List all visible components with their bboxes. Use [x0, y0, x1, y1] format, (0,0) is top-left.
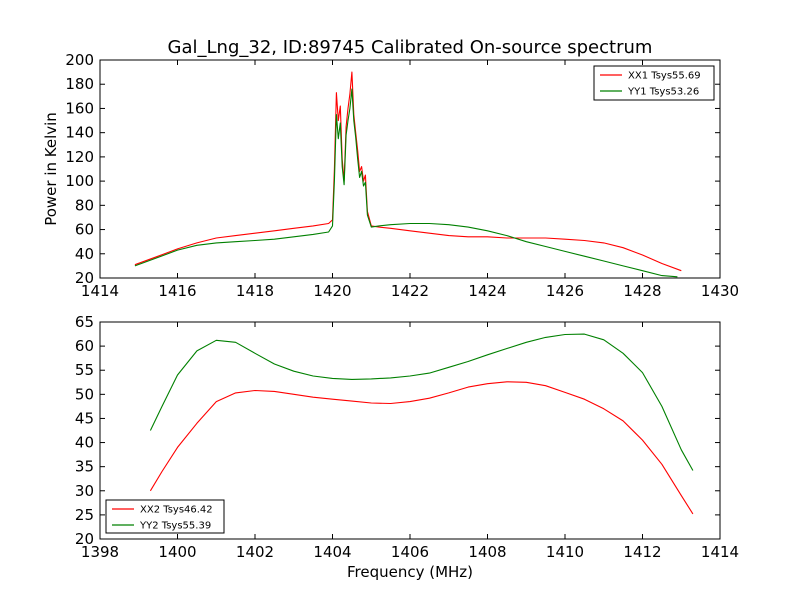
legend-label: XX2 Tsys46.42	[140, 505, 213, 516]
legend: XX2 Tsys46.42 YY2 Tsys55.39	[105, 499, 225, 534]
y-tick-label: 40	[75, 245, 94, 263]
x-tick-label: 1418	[236, 282, 274, 300]
y-tick-label: 20	[75, 530, 94, 548]
x-tick-label: 1422	[391, 282, 429, 300]
x-axis-label-bottom: Frequency (MHz)	[347, 563, 473, 581]
x-tick-label: 1420	[313, 282, 351, 300]
y-tick-label: 120	[65, 148, 94, 166]
x-tick-label: 1426	[546, 282, 584, 300]
legend-box	[593, 65, 715, 101]
y-axis-label-top: Power in Kelvin	[42, 112, 60, 226]
x-tick-label: 1400	[158, 543, 196, 561]
x-tick-label: 1424	[468, 282, 506, 300]
x-tick-label: 1404	[313, 543, 351, 561]
series-line-2	[149, 333, 694, 471]
series-line-1	[149, 381, 694, 515]
plot-area-bottom: 1398 1400 1402 1404 1406 1408 1410 1412 1414 20 25…	[75, 313, 739, 561]
x-tick-label: 1430	[701, 282, 739, 300]
y-tick-label: 25	[75, 506, 94, 524]
x-tick-label: 1408	[468, 543, 506, 561]
x-tick-label: 1414	[701, 543, 739, 561]
x-tick-label: 1428	[623, 282, 661, 300]
y-tick-label: 65	[75, 313, 94, 331]
y-tick-label: 100	[65, 172, 94, 190]
y-tick-label: 180	[65, 75, 94, 93]
x-tick-label: 1398	[81, 543, 119, 561]
x-tick-label: 1402	[236, 543, 274, 561]
x-tick-label: 1406	[391, 543, 429, 561]
x-tick-label: 1414	[81, 282, 119, 300]
legend-box	[105, 499, 225, 534]
series-line-1	[134, 71, 682, 272]
top-panel: Gal_Lng_32, ID:89745 Calibrated On-sourc…	[42, 37, 739, 300]
legend-label: YY2 Tsys55.39	[139, 521, 211, 532]
legend-label: YY1 Tsys53.26	[627, 87, 699, 98]
chart-title: Gal_Lng_32, ID:89745 Calibrated On-sourc…	[168, 37, 653, 58]
y-tick-label: 80	[75, 196, 94, 214]
plot-area-top: 1414 1416 1418 1420 1422 1424 1426 1428 1430 20 40…	[65, 51, 739, 300]
x-tick-label: 1412	[623, 543, 661, 561]
y-tick-label: 30	[75, 482, 94, 500]
bottom-panel: Frequency (MHz) 1398 1400 1402 1404 1406 1408…	[75, 313, 739, 581]
y-tick-label: 20	[75, 269, 94, 287]
y-tick-label: 50	[75, 385, 94, 403]
x-tick-label: 1416	[158, 282, 196, 300]
legend-label: XX1 Tsys55.69	[628, 71, 701, 82]
series-group	[134, 71, 682, 278]
y-tick-label: 45	[75, 409, 94, 427]
series-group	[149, 333, 694, 515]
y-tick-label: 55	[75, 361, 94, 379]
y-tick-label: 140	[65, 124, 94, 142]
y-tick-label: 200	[65, 51, 94, 69]
y-tick-label: 35	[75, 458, 94, 476]
x-tick-label: 1410	[546, 543, 584, 561]
y-tick-label: 160	[65, 99, 94, 117]
y-tick-label: 60	[75, 337, 94, 355]
legend: XX1 Tsys55.69 YY1 Tsys53.26	[593, 65, 715, 101]
y-tick-label: 40	[75, 434, 94, 452]
series-line-2	[134, 88, 678, 278]
y-tick-label: 60	[75, 221, 94, 239]
